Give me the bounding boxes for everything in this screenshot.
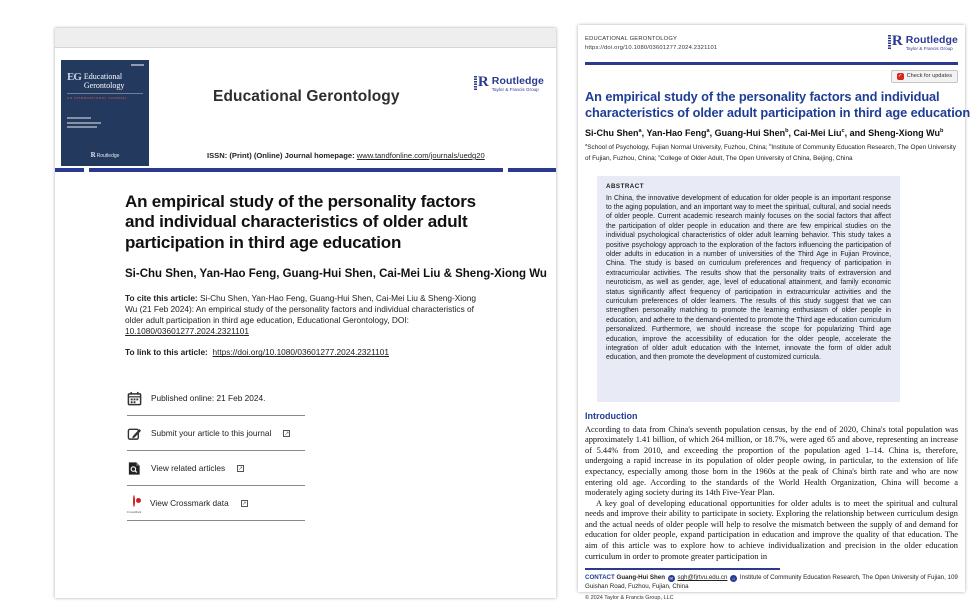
routledge-r-icon: R — [474, 75, 489, 91]
intro-paragraph-2: A key goal of developing educational opp… — [585, 498, 958, 561]
article-actions-list: Published online: 21 Feb 2024. Submit yo… — [127, 381, 305, 522]
journal-homepage-link[interactable]: www.tandfonline.com/journals/uedg20 — [356, 151, 485, 160]
email-link[interactable]: sgh@fjrtvu.edu.cn — [677, 574, 728, 582]
page-header: EDUCATIONAL GERONTOLOGY https://doi.org/… — [585, 34, 958, 59]
routledge-tagline: Taylor & Francis Group — [905, 46, 953, 51]
institution-icon — [730, 575, 738, 583]
submit-article-link[interactable]: Submit your article to this journal — [151, 428, 272, 439]
cover-subtitle: AN INTERNATIONAL JOURNAL — [67, 93, 143, 100]
published-online-label: Published online: 21 Feb 2024. — [151, 393, 266, 404]
journal-title: Educational Gerontology — [213, 88, 400, 105]
abstract-heading: ABSTRACT — [606, 182, 645, 190]
contact-footer: CONTACT Guang-Hui Shen sgh@fjrtvu.edu.cn… — [585, 568, 958, 601]
copyright-line: © 2024 Taylor & Francis Group, LLC — [585, 594, 674, 601]
citation-block: To cite this article: Si-Chu Shen, Yan-H… — [125, 293, 477, 336]
related-articles-icon — [128, 462, 140, 475]
intro-paragraph-1: According to data from China's seventh p… — [585, 424, 958, 498]
running-head-journal: EDUCATIONAL GERONTOLOGY — [585, 36, 678, 42]
routledge-logo: R Routledge Taylor & Francis Group — [474, 75, 544, 93]
affiliations: aSchool of Psychology, Fujian Normal Uni… — [585, 142, 956, 163]
article-doi-link[interactable]: https://doi.org/10.1080/03601277.2024.23… — [212, 347, 389, 358]
journal-header: EG Educational Gerontology AN INTERNATIO… — [55, 48, 556, 166]
cite-doi-link[interactable]: 10.1080/03601277.2024.2321101 — [125, 325, 249, 336]
calendar-icon — [127, 391, 142, 406]
related-articles-row[interactable]: View related articles — [127, 451, 305, 487]
crossmark-data-row[interactable]: CrossMark View Crossmark data — [127, 486, 305, 522]
contact-address: Institute of Community Education Researc… — [585, 574, 958, 590]
article-title: An empirical study of the personality fa… — [125, 192, 476, 252]
routledge-wordmark: Routledge — [905, 34, 958, 46]
running-head: EDUCATIONAL GERONTOLOGY https://doi.org/… — [585, 35, 717, 54]
blue-divider-rule — [55, 168, 556, 172]
check-for-updates-button[interactable]: Check for updates — [890, 69, 958, 83]
external-link-icon — [240, 499, 248, 507]
footer-rule — [585, 568, 780, 571]
journal-monogram: EG — [67, 71, 82, 83]
routledge-logo: R Routledge Taylor & Francis Group — [888, 34, 958, 52]
link-label: To link to this article: — [125, 347, 208, 358]
contact-label: CONTACT — [585, 574, 615, 582]
top-gray-bar — [55, 28, 556, 48]
abstract-panel: ABSTRACT In China, the innovative develo… — [597, 175, 900, 402]
abstract-text: In China, the innovative development of … — [606, 194, 891, 362]
link-to-article-line: To link to this article: https://doi.org… — [125, 347, 556, 357]
cover-meta-lines — [67, 117, 143, 129]
issn-homepage-line: ISSN: (Print) (Online) Journal homepage:… — [207, 151, 485, 160]
introduction-heading: Introduction — [585, 410, 638, 421]
authors-line: Si-Chu Shena, Yan-Hao Fenga, Guang-Hui S… — [585, 128, 944, 139]
introduction-body: According to data from China's seventh p… — [585, 425, 958, 563]
page-left-cover-sheet: EG Educational Gerontology AN INTERNATIO… — [55, 28, 556, 598]
cover-publisher: RRoutledge — [90, 151, 120, 159]
article-title: An empirical study of the personality fa… — [585, 88, 971, 120]
cover-journal-title: Educational Gerontology — [83, 72, 125, 91]
external-link-icon — [283, 429, 291, 437]
authors-line: Si-Chu Shen, Yan-Hao Feng, Guang-Hui She… — [125, 268, 547, 281]
submit-article-row[interactable]: Submit your article to this journal — [127, 416, 305, 452]
contact-line: CONTACT Guang-Hui Shen sgh@fjrtvu.edu.cn… — [585, 574, 958, 591]
routledge-wordmark: Routledge — [491, 75, 544, 87]
email-icon — [667, 575, 675, 583]
running-head-doi: https://doi.org/10.1080/03601277.2024.23… — [585, 45, 718, 52]
related-articles-link[interactable]: View related articles — [151, 463, 226, 474]
external-link-icon — [237, 464, 245, 472]
check-updates-crossmark-icon — [896, 72, 904, 80]
routledge-tagline: Taylor & Francis Group — [491, 87, 539, 92]
published-online-row: Published online: 21 Feb 2024. — [127, 381, 305, 417]
routledge-r-icon: R — [90, 151, 96, 159]
routledge-r-icon: R — [888, 34, 903, 50]
submit-article-icon — [127, 428, 142, 440]
journal-cover-thumbnail: EG Educational Gerontology AN INTERNATIO… — [61, 60, 149, 166]
page-right-first-page: EDUCATIONAL GERONTOLOGY https://doi.org/… — [578, 25, 971, 601]
check-updates-label: Check for updates — [906, 73, 952, 79]
crossmark-data-link[interactable]: View Crossmark data — [150, 498, 229, 509]
cite-text: Si-Chu Shen, Yan-Hao Feng, Guang-Hui She… — [125, 293, 476, 325]
cover-corner-text — [131, 64, 144, 66]
blue-header-rule — [585, 62, 958, 65]
crossmark-icon: CrossMark — [127, 495, 141, 514]
cite-label: To cite this article: — [125, 293, 198, 304]
contact-name: Guang-Hui Shen — [616, 574, 665, 582]
